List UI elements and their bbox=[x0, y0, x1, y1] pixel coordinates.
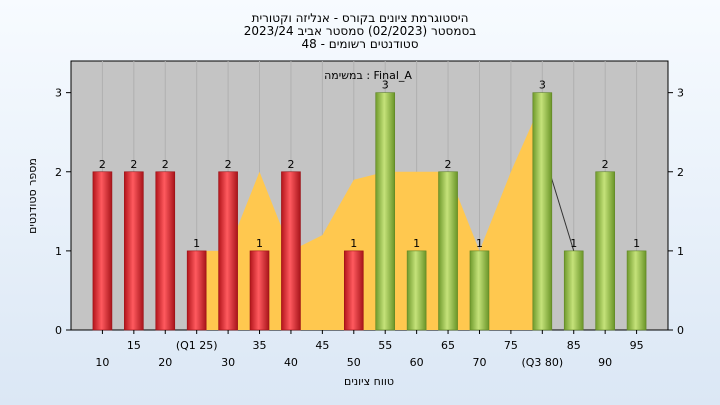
x-tick-label: 45 bbox=[315, 339, 329, 352]
x-tick-label: 75 bbox=[504, 339, 518, 352]
y-tick-label-right: 3 bbox=[677, 87, 684, 100]
x-tick-label: 70 bbox=[472, 356, 486, 369]
y-tick-label: 3 bbox=[55, 87, 62, 100]
y-tick-label-right: 1 bbox=[677, 245, 684, 258]
x-tick-label: 40 bbox=[284, 356, 298, 369]
bar bbox=[595, 171, 615, 331]
x-tick-label: (Q3 80) bbox=[521, 356, 563, 369]
bar-value-label: 1 bbox=[476, 237, 483, 250]
x-tick-label: 95 bbox=[630, 339, 644, 352]
bar-value-label: 1 bbox=[350, 237, 357, 250]
bar bbox=[124, 171, 144, 331]
bar bbox=[406, 250, 427, 331]
x-tick-label: 60 bbox=[410, 356, 424, 369]
x-tick-label: 55 bbox=[378, 339, 392, 352]
x-tick-label: 50 bbox=[347, 356, 361, 369]
y-tick-label: 1 bbox=[55, 245, 62, 258]
y-tick-label: 0 bbox=[55, 324, 62, 337]
y-axis-title: מספר סטודנטים bbox=[26, 158, 39, 234]
chart-title-line: סטודנטים רשומים - 48 bbox=[301, 37, 418, 51]
bar bbox=[92, 171, 113, 331]
x-tick-label: (Q1 25) bbox=[176, 339, 218, 352]
x-tick-label: 65 bbox=[441, 339, 455, 352]
bar-value-label: 2 bbox=[602, 158, 609, 171]
bar bbox=[563, 250, 584, 331]
bar bbox=[186, 250, 207, 331]
x-tick-label: 30 bbox=[221, 356, 235, 369]
y-tick-label-right: 0 bbox=[677, 324, 684, 337]
bar-value-label: 2 bbox=[287, 158, 294, 171]
bar bbox=[375, 92, 396, 331]
bar bbox=[469, 250, 490, 331]
x-tick-label: 85 bbox=[567, 339, 581, 352]
y-tick-label: 2 bbox=[55, 166, 62, 179]
bar-value-label: 1 bbox=[256, 237, 263, 250]
bar bbox=[281, 171, 301, 331]
bar-value-label: 2 bbox=[99, 158, 106, 171]
bar-value-label: 2 bbox=[225, 158, 232, 171]
x-tick-label: 35 bbox=[253, 339, 267, 352]
bar-value-label: 2 bbox=[445, 158, 452, 171]
bar bbox=[626, 250, 647, 331]
x-tick-label: 10 bbox=[95, 356, 109, 369]
bar bbox=[438, 171, 458, 331]
bar bbox=[532, 92, 553, 331]
bar bbox=[249, 250, 270, 331]
bar-value-label: 1 bbox=[413, 237, 420, 250]
bar-value-label: 1 bbox=[193, 237, 200, 250]
chart-annotation: במשימה : Final_A bbox=[324, 69, 412, 82]
chart-title-line: היסטוגרמת ציונים בקורס - אנליזה וקטורית bbox=[252, 11, 469, 25]
x-axis-title: טווח ציונים bbox=[344, 375, 394, 388]
bar-value-label: 2 bbox=[162, 158, 169, 171]
x-tick-label: 15 bbox=[127, 339, 141, 352]
bar-value-label: 1 bbox=[570, 237, 577, 250]
x-tick-label: 20 bbox=[158, 356, 172, 369]
bar-value-label: 1 bbox=[633, 237, 640, 250]
bar bbox=[218, 171, 238, 331]
bar bbox=[155, 171, 176, 331]
bar-value-label: 2 bbox=[130, 158, 137, 171]
bar bbox=[343, 250, 364, 331]
chart-title-line: בסמסטר (02/2023) סמסטר אביב 2023/24 bbox=[244, 24, 476, 38]
x-tick-label: 90 bbox=[598, 356, 612, 369]
bar-value-label: 3 bbox=[539, 79, 546, 92]
y-tick-label-right: 2 bbox=[677, 166, 684, 179]
bar-value-label: 3 bbox=[382, 79, 389, 92]
